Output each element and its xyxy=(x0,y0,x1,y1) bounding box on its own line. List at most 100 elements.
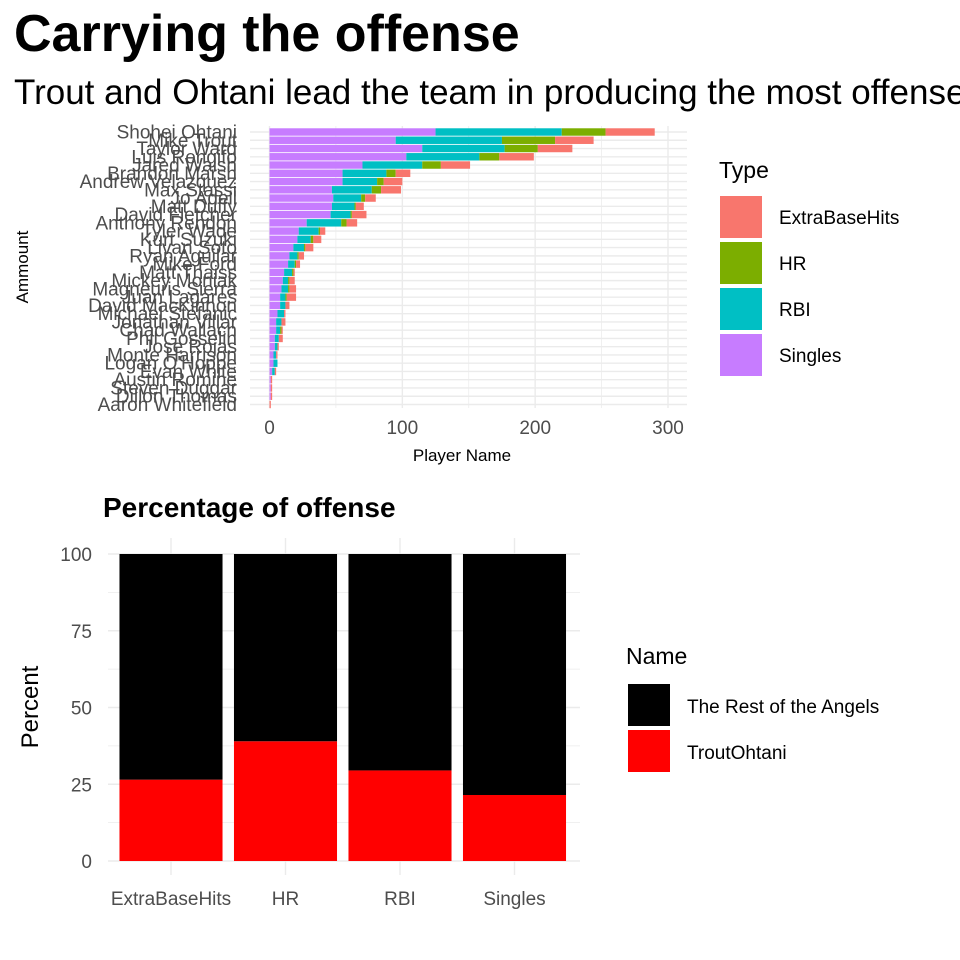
y-tick-label: Juan Lagares xyxy=(122,288,237,309)
bar-phil-gosselin-singles xyxy=(269,334,275,343)
y-tick-label: 0 xyxy=(81,852,92,873)
y-tick-label: Max Stassi xyxy=(144,180,237,201)
x-tick-label: 100 xyxy=(386,418,418,439)
bar-anthony-rendon-singles xyxy=(269,219,307,227)
y-tick-label: Monte Harrison xyxy=(107,345,237,366)
bar-monte-harrison-rbi xyxy=(273,351,277,359)
bar-tyler-wade-singles xyxy=(269,227,299,235)
y-tick-label: David MacKinnon xyxy=(88,296,237,317)
y-tick-label: Matt Duffy xyxy=(151,197,238,218)
bar-jo-adell-hr xyxy=(361,194,366,202)
bar-livan-soto-extrabasehits xyxy=(305,243,314,252)
bar-jonathan-villar-singles xyxy=(269,318,277,326)
bar-kurt-suzuki-rbi xyxy=(297,235,311,244)
y-tick-label: David Fletcher xyxy=(115,205,238,226)
bar-david-mackinnon-singles xyxy=(269,301,281,310)
x-tick-label: 0 xyxy=(264,418,275,439)
bar-brandon-marsh-singles xyxy=(269,169,343,178)
bar-dillon-thomas-singles xyxy=(269,392,271,400)
page-subtitle: Trout and Ohtani lead the team in produc… xyxy=(14,74,960,112)
bar-luis-rengifo-rbi xyxy=(406,153,480,161)
bar-luis-rengifo-singles xyxy=(269,153,407,161)
y-tick-label: Shohei Ohtani xyxy=(117,123,237,144)
y-tick-label: 50 xyxy=(71,699,92,720)
bar-jonathan-villar-extrabasehits xyxy=(281,318,286,326)
bar-mike-trout-rbi xyxy=(395,136,502,144)
legend-label-extrabasehits: ExtraBaseHits xyxy=(779,208,899,229)
bar-shohei-ohtani-rbi xyxy=(435,128,562,136)
x-tick-label: ExtraBaseHits xyxy=(111,889,231,910)
y-tick-label: Taylor Ward xyxy=(136,139,237,160)
legend-label-rbi: RBI xyxy=(779,300,811,321)
bar-logan-o-hoppe-singles xyxy=(269,359,274,367)
bar-andrew-velazquez-hr xyxy=(377,177,384,186)
y-tick-label: Jo Adell xyxy=(170,189,237,210)
legend-title: Name xyxy=(626,643,687,669)
bar-michael-stefanic-rbi xyxy=(277,309,285,318)
bar-shohei-ohtani-hr xyxy=(561,128,606,136)
bar-livan-soto-singles xyxy=(269,243,294,252)
bar-mike-ford-singles xyxy=(269,260,289,268)
bar-hr-the-rest-of-the-angels xyxy=(233,554,338,742)
bar-david-fletcher-rbi xyxy=(330,210,351,219)
bar-mike-ford-extrabasehits xyxy=(296,260,301,268)
bar-kurt-suzuki-singles xyxy=(269,235,298,244)
bar-chad-wallach-hr xyxy=(280,326,282,334)
legend-swatch-hr xyxy=(720,242,762,284)
y-tick-label: Dillon Thomas xyxy=(116,387,237,408)
y-tick-label: Kurt Suzuki xyxy=(140,230,237,251)
bar-chad-wallach-singles xyxy=(269,326,277,334)
bar-michael-stefanic-singles xyxy=(269,309,278,318)
y-axis-title: Percent xyxy=(17,665,44,748)
bar-matt-duffy-singles xyxy=(269,202,332,211)
legend-swatch-singles xyxy=(720,334,762,376)
bar-matt-thaiss-extrabasehits xyxy=(293,268,295,277)
bar-steven-duggar-extrabasehits xyxy=(270,384,273,392)
bar-jo-adell-rbi xyxy=(333,194,362,202)
page-title: Carrying the offense xyxy=(14,5,520,63)
bar-chad-wallach-extrabasehits xyxy=(281,326,283,334)
bar-shohei-ohtani-extrabasehits xyxy=(605,128,655,136)
bar-jared-walsh-extrabasehits xyxy=(440,161,471,169)
bar-andrew-velazquez-singles xyxy=(269,177,343,186)
bar-tyler-wade-extrabasehits xyxy=(319,227,326,235)
bar-ryan-aguilar-rbi xyxy=(289,252,298,260)
bar-mickey-moniak-singles xyxy=(269,276,283,285)
bar-andrew-velazquez-rbi xyxy=(342,177,378,186)
y-tick-label: Tyler Wade xyxy=(142,222,237,243)
x-axis-title: Player Name xyxy=(413,446,511,465)
bar-matt-thaiss-hr xyxy=(292,268,294,277)
bar-mickey-moniak-hr xyxy=(288,276,290,285)
bar-jonathan-villar-rbi xyxy=(276,318,282,326)
bar-evan-white-singles xyxy=(269,367,273,376)
legend-label-troutohtani: TroutOhtani xyxy=(687,743,787,764)
x-tick-label: HR xyxy=(272,889,299,910)
bar-jared-walsh-rbi xyxy=(362,161,423,169)
bar-brandon-marsh-rbi xyxy=(342,169,387,178)
y-tick-label: Logan O'Hoppe xyxy=(104,354,237,375)
bar-mike-trout-hr xyxy=(501,136,556,144)
bar-andrew-velazquez-extrabasehits xyxy=(383,177,403,186)
bar-steven-duggar-singles xyxy=(269,384,271,392)
bar-ryan-aguilar-hr xyxy=(297,252,299,260)
y-tick-label: Steven Duggar xyxy=(110,378,237,399)
bar-jared-walsh-singles xyxy=(269,161,363,169)
bar-luis-rengifo-extrabasehits xyxy=(499,153,534,161)
bar-livan-soto-hr xyxy=(304,243,306,252)
bar-austin-romine-extrabasehits xyxy=(270,376,273,384)
y-tick-label: Austin Romine xyxy=(113,370,237,391)
bar-hr-troutohtani xyxy=(233,741,338,861)
y-tick-label: Livan Soto xyxy=(147,238,237,259)
y-tick-label: 25 xyxy=(71,775,92,796)
bar-david-mackinnon-rbi xyxy=(280,301,286,310)
bar-juan-lagares-rbi xyxy=(280,293,286,301)
y-tick-label: Mike Trout xyxy=(148,131,237,152)
bar-kurt-suzuki-hr xyxy=(310,235,314,244)
bar-juan-lagares-hr xyxy=(285,293,287,301)
bar-austin-romine-singles xyxy=(269,376,271,384)
bar-jo-adell-singles xyxy=(269,194,334,202)
y-tick-label: Ryan Aguilar xyxy=(129,246,237,267)
bar-jose-rojas-extrabasehits xyxy=(277,342,279,351)
bar-taylor-ward-rbi xyxy=(422,144,505,153)
x-tick-label: 200 xyxy=(519,418,551,439)
